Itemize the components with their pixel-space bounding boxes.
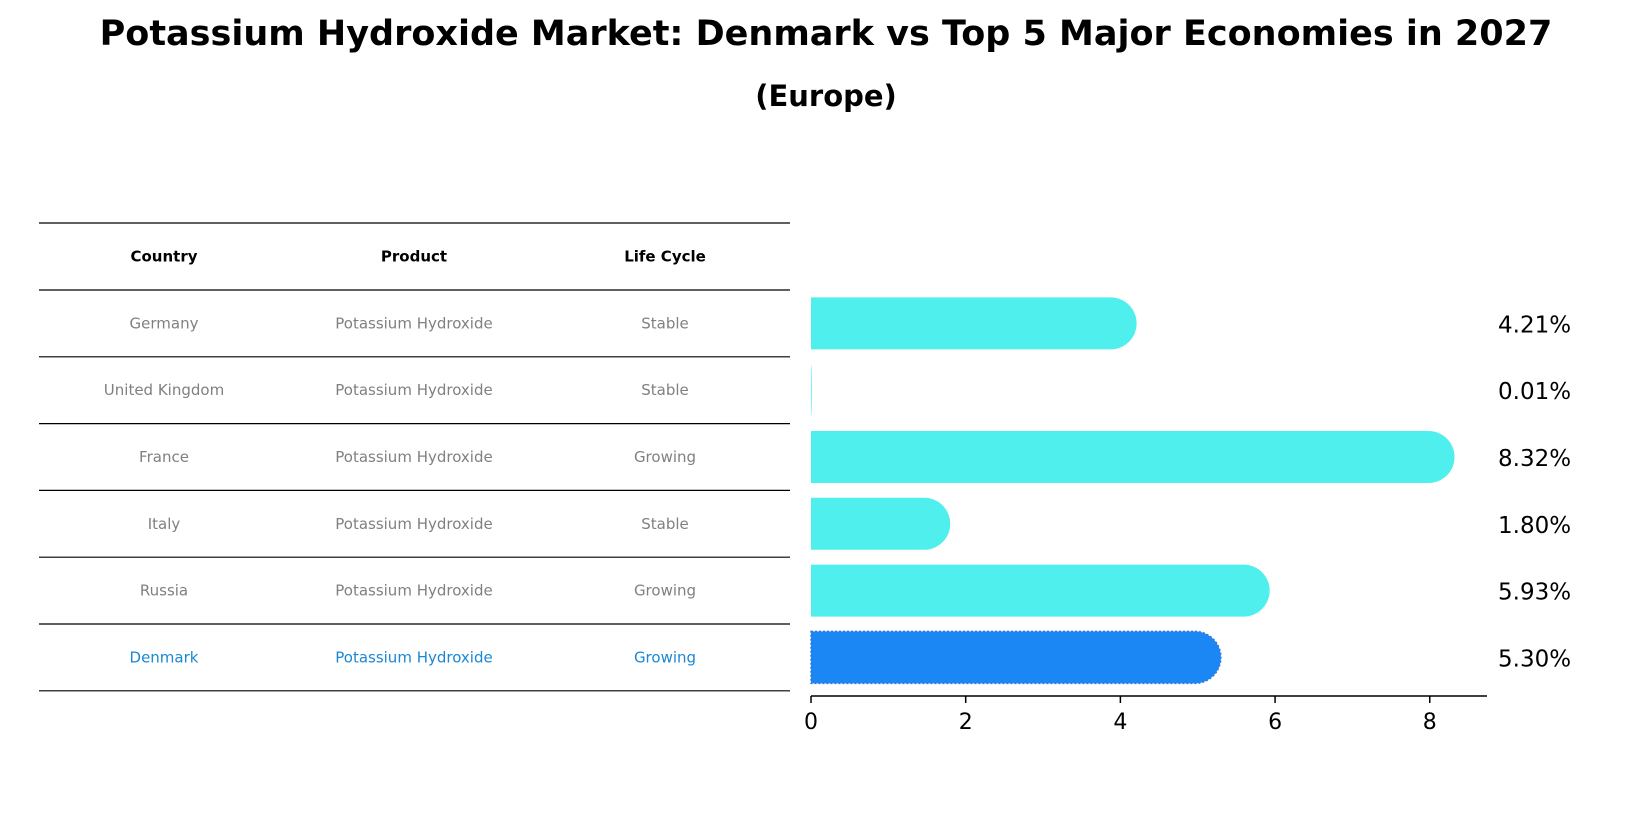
x-tick-label: 4 [1113,710,1127,735]
table-cell-country: France [139,448,189,466]
data-label: 4.21% [1498,312,1571,338]
table-cell-country: Russia [140,582,188,600]
x-tick-label: 6 [1268,710,1282,735]
x-tick-label: 8 [1423,710,1437,735]
data-labels: 4.21% 0.01% 8.32% 1.80% 5.93% 5.30% [1498,312,1571,672]
bar-russia [811,564,1270,617]
table-cell-product: Potassium Hydroxide [335,648,492,666]
data-label: 8.32% [1498,446,1571,472]
table-cell-country: Denmark [130,648,199,666]
bar-denmark [810,630,1222,685]
x-tick-label: 2 [959,710,973,735]
data-label: 0.01% [1498,379,1571,405]
x-axis: 0 2 4 6 8 [804,695,1487,735]
table-cell-life-cycle: Growing [634,582,696,600]
chart-title: Potassium Hydroxide Market: Denmark vs T… [99,14,1553,54]
table-cell-product: Potassium Hydroxide [335,448,492,466]
data-label: 5.30% [1498,646,1571,672]
table-cell-country: United Kingdom [104,381,224,399]
table-cell-life-cycle: Stable [641,314,689,332]
table-header-cell: Life Cycle [624,248,706,266]
table-cell-product: Potassium Hydroxide [335,381,492,399]
bar-france [811,431,1455,483]
table-cell-life-cycle: Stable [641,381,689,399]
bar-chart [810,297,1455,685]
table-header-cell: Product [381,248,447,266]
table-cell-country: Italy [148,515,181,533]
bar-germany [811,297,1137,350]
data-label: 5.93% [1498,580,1571,606]
table-cell-product: Potassium Hydroxide [335,314,492,332]
table-cell-country: Germany [130,314,199,332]
table-cell-life-cycle: Stable [641,515,689,533]
table-cell-product: Potassium Hydroxide [335,515,492,533]
bar-italy [811,497,951,550]
table-cell-life-cycle: Growing [634,648,696,666]
data-table: Country Product Life Cycle Germany Potassium… [39,222,790,692]
chart-subtitle: (Europe) [755,79,897,113]
data-label: 1.80% [1498,513,1571,539]
table-cell-product: Potassium Hydroxide [335,582,492,600]
table-cell-life-cycle: Growing [634,448,696,466]
x-tick-label: 0 [804,710,818,735]
table-header-cell: Country [130,248,197,266]
bar-united-kingdom [811,364,812,417]
